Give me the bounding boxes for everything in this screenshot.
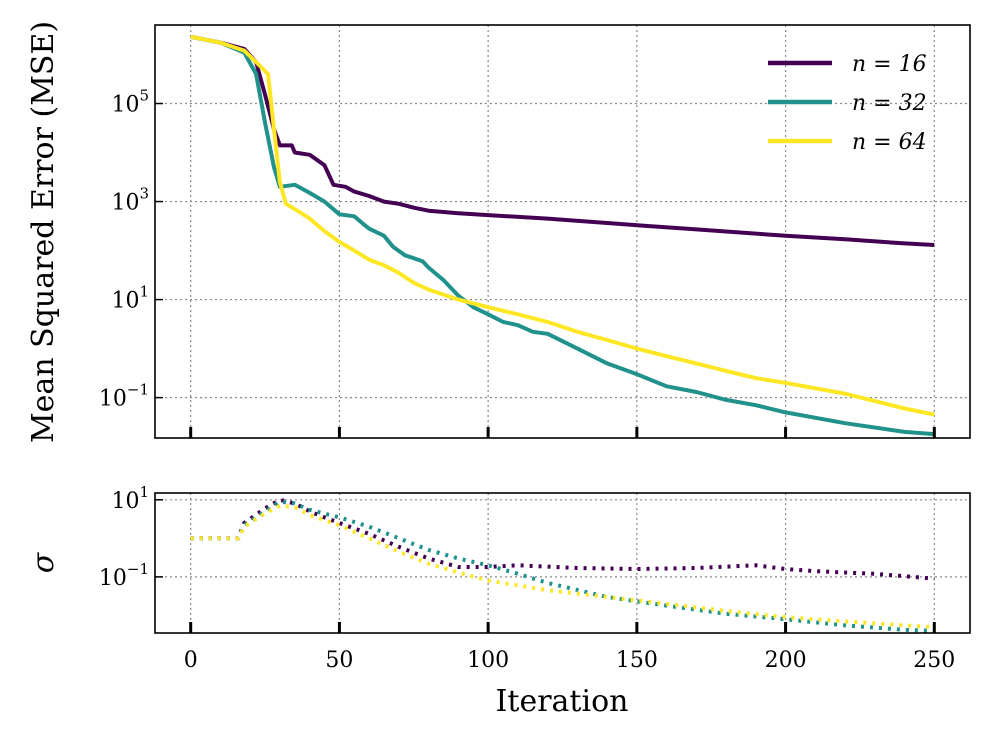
y-tick-label: 10−1 bbox=[99, 381, 149, 412]
legend-label: n = 32 bbox=[852, 91, 927, 116]
x-tick-label: 250 bbox=[913, 648, 955, 673]
bottom-series bbox=[190, 497, 935, 633]
bottom-frame bbox=[154, 492, 971, 634]
series-line-n-64 bbox=[190, 503, 935, 629]
x-tick-label: 50 bbox=[325, 648, 353, 673]
bottom-grid bbox=[155, 493, 970, 633]
top-ticks: 10−1 101 103 105 bbox=[99, 87, 936, 438]
series-line-n-16 bbox=[190, 34, 935, 247]
legend: n = 16 n = 32 n = 64 bbox=[768, 52, 927, 155]
x-tick-label: 150 bbox=[616, 648, 658, 673]
legend-label: n = 64 bbox=[852, 130, 927, 155]
series-line-n-16 bbox=[190, 497, 935, 581]
bottom-ticks: 0 50 100 150 200 250 10−1 101 bbox=[99, 483, 955, 673]
top-frame bbox=[154, 24, 971, 439]
series-line-n-64 bbox=[190, 34, 935, 417]
x-axis-title: Iteration bbox=[496, 684, 629, 719]
bottom-ylabel: σ bbox=[26, 551, 61, 573]
bottom-panel: 0 50 100 150 200 250 10−1 101 σ Iteration bbox=[26, 483, 971, 719]
y-tick-label: 103 bbox=[111, 185, 149, 216]
y-tick-label: 10−1 bbox=[99, 560, 149, 591]
top-panel: 10−1 101 103 105 n = 16 n = 32 n = 64 Mean Sq… bbox=[26, 21, 971, 443]
legend-label: n = 16 bbox=[852, 52, 927, 77]
y-tick-label: 105 bbox=[111, 87, 149, 118]
y-tick-label: 101 bbox=[111, 283, 149, 314]
top-grid bbox=[155, 25, 970, 438]
series-line-n-32 bbox=[190, 499, 935, 633]
top-series bbox=[190, 34, 935, 437]
y-tick-label: 101 bbox=[111, 483, 149, 514]
x-tick-label: 100 bbox=[467, 648, 509, 673]
top-ylabel: Mean Squared Error (MSE) bbox=[26, 21, 61, 443]
series-line-n-32 bbox=[190, 34, 935, 437]
x-tick-label: 0 bbox=[184, 648, 198, 673]
x-tick-label: 200 bbox=[765, 648, 807, 673]
